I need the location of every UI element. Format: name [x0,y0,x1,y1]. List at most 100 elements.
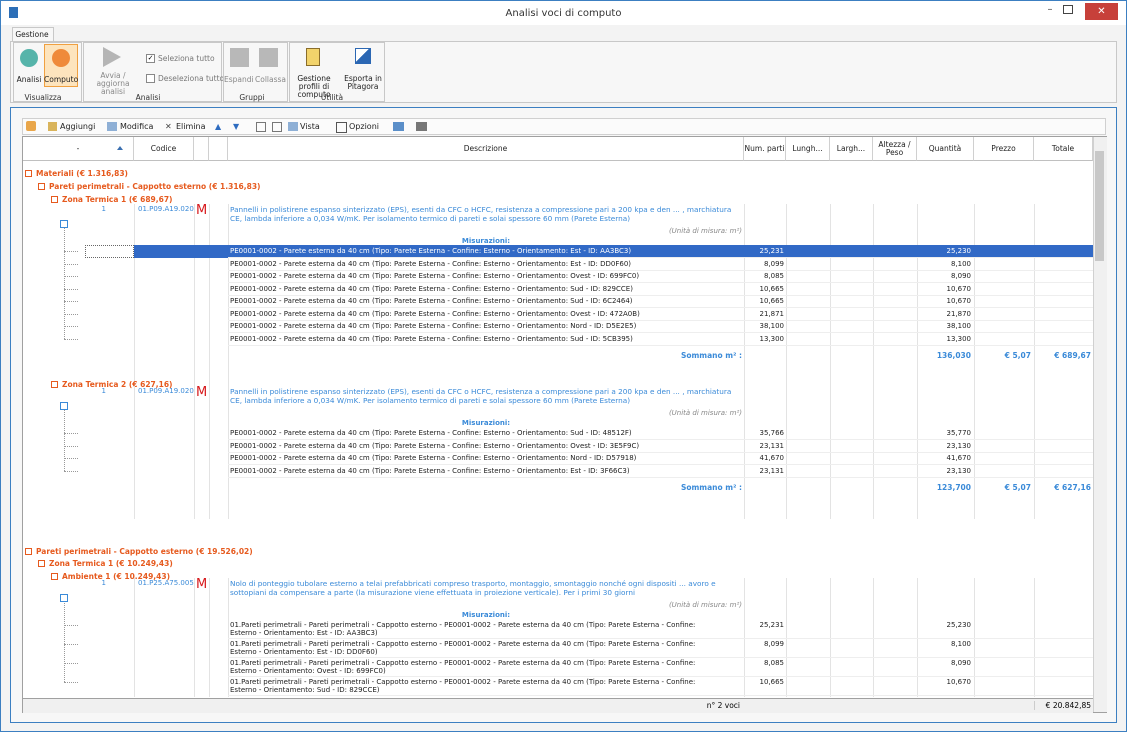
add-icon [48,122,57,131]
selected-row[interactable] [134,245,1093,258]
row-line [228,282,1093,283]
ribbon-button[interactable]: Avvia / aggiorna analisi [96,71,130,96]
column-line [744,386,745,519]
tree-tick [64,682,78,684]
expand-toggle[interactable] [25,170,32,177]
ribbon-button[interactable]: Collassa [255,75,286,84]
row-line [228,344,1093,346]
column-line [744,204,745,387]
measure-quantity: 8,090 [950,272,971,280]
toolbar-button[interactable]: Opzioni [349,122,379,131]
row-line [228,476,1093,478]
column-line [209,578,210,697]
up-icon[interactable]: ▲ [215,122,222,131]
measure-text: 01.Pareti perimetrali - Pareti perimetra… [230,678,696,694]
tree-tick [64,644,78,646]
group-label: Zona Termica 1 (€ 689,67) [62,195,173,204]
expand-toggle[interactable] [25,548,32,555]
ribbon-button[interactable]: Esporta in Pitagora [344,74,382,91]
column-header[interactable]: Prezzo [974,137,1034,161]
row-line [228,257,1093,258]
ribbon-button[interactable]: Deseleziona tutto [158,74,225,83]
expand-toggle[interactable] [38,183,45,190]
column-line [786,386,787,519]
measure-text: 01.Pareti perimetrali - Pareti perimetra… [230,640,696,656]
column-line [194,386,195,519]
row-line [228,332,1093,333]
column-header[interactable]: Codice [134,137,194,161]
column-header[interactable]: Quantità [917,137,974,161]
ribbon-button[interactable]: Espandi [224,75,254,84]
collapse-all-icon[interactable] [272,122,282,132]
window-title: Analisi voci di computo [505,8,622,19]
sum-quantity: 136,030 [936,351,971,360]
expand-all-icon[interactable] [256,122,266,132]
ribbon-group-label: Utilità [320,93,344,102]
grid-body: Materiali (€ 1.316,83) Pareti perimetrali… [23,162,1093,697]
column-header[interactable]: - [23,137,134,161]
row-line [228,269,1093,271]
item-toggle[interactable] [60,220,68,228]
column-header[interactable]: Lungh... [786,137,830,161]
ribbon-button[interactable]: Analisi [16,75,42,84]
analisi-icon[interactable] [20,49,38,67]
ribbon-button[interactable]: Seleziona tutto [158,54,215,63]
expand-toggle[interactable] [51,196,58,203]
measure-quantity: 10,670 [946,297,972,305]
ribbon-group-label: Visualizza [24,93,62,102]
item-toggle[interactable] [60,594,68,602]
expand-icon [230,48,249,67]
maximize-button[interactable] [1063,5,1073,14]
column-header[interactable]: Num. parti [744,137,786,161]
measure-parts: 10,665 [759,678,785,686]
item-toggle[interactable] [60,402,68,410]
footer-count: n° 2 voci [706,701,740,710]
measure-parts: 21,871 [759,309,785,318]
toolbar-button[interactable]: Elimina [176,122,206,131]
column-header[interactable]: Descrizione [228,137,744,161]
profile-icon [306,48,320,66]
scroll-thumb[interactable] [1095,151,1104,261]
measure-text: PE0001-0002 - Parete esterna da 40 cm (T… [230,309,640,318]
group-label: Ambiente 1 (€ 10.249,43) [62,572,171,581]
toolbar-button[interactable]: Modifica [120,122,154,131]
minimize-button[interactable]: – [1047,4,1053,15]
measure-quantity: 8,100 [950,259,971,268]
collapse-icon [259,48,278,67]
expand-toggle[interactable] [38,560,45,567]
toolbar-button[interactable]: Vista [300,122,320,131]
measure-quantity: 13,300 [946,334,972,343]
column-header[interactable]: Largh... [830,137,873,161]
header-cell [194,137,209,161]
checkbox[interactable]: ✓ [146,54,155,63]
group-label: Zona Termica 2 (€ 627,16) [62,380,173,389]
tree-line [64,597,66,682]
tree-line [64,223,66,339]
row-line [228,694,1093,696]
view-icon [288,122,298,131]
expand-toggle[interactable] [51,573,58,580]
measure-text: PE0001-0002 - Parete esterna da 40 cm (T… [230,284,633,293]
ribbon-tab[interactable] [12,27,54,41]
scrollbar[interactable] [1093,137,1107,712]
column-header[interactable]: Totale [1034,137,1093,161]
tree-tick [64,276,78,278]
column-line [830,204,831,387]
column-header[interactable]: Altezza / Peso [873,137,917,161]
refresh-icon[interactable] [26,121,36,131]
measure-quantity: 23,130 [946,466,972,475]
measures-title: Misurazioni: [461,611,511,619]
measure-text: PE0001-0002 - Parete esterna da 40 cm (T… [230,441,640,450]
ribbon-button[interactable]: Gestione profili di computo [297,74,331,99]
print-icon[interactable] [416,122,427,131]
export-icon[interactable] [393,122,404,131]
toolbar-button[interactable]: Aggiungi [60,122,96,131]
expand-toggle[interactable] [51,381,58,388]
checkbox[interactable] [146,74,155,83]
close-button[interactable]: ✕ [1085,3,1118,20]
sum-price: € 5,07 [1004,351,1031,360]
item-code: 01.P09.A19.020 [138,387,194,395]
tree-tick [64,338,78,341]
down-icon[interactable]: ▼ [233,122,240,131]
measure-text: PE0001-0002 - Parete esterna da 40 cm (T… [230,297,633,305]
